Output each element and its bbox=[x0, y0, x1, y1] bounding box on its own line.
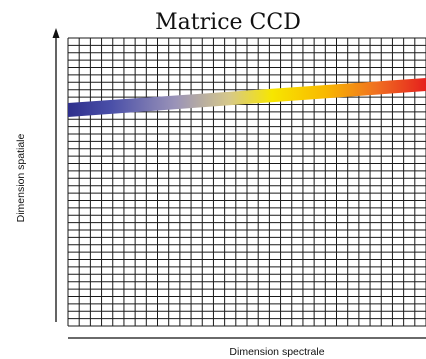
x-axis-label: Dimension spectrale bbox=[229, 346, 324, 358]
y-axis-label: Dimension spatiale bbox=[15, 133, 27, 222]
y-axis bbox=[52, 28, 60, 322]
figure-title: Matrice CCD bbox=[155, 10, 301, 35]
spectrum-band bbox=[68, 78, 426, 117]
ccd-grid bbox=[67, 37, 426, 327]
y-axis-arrowhead bbox=[52, 28, 60, 38]
